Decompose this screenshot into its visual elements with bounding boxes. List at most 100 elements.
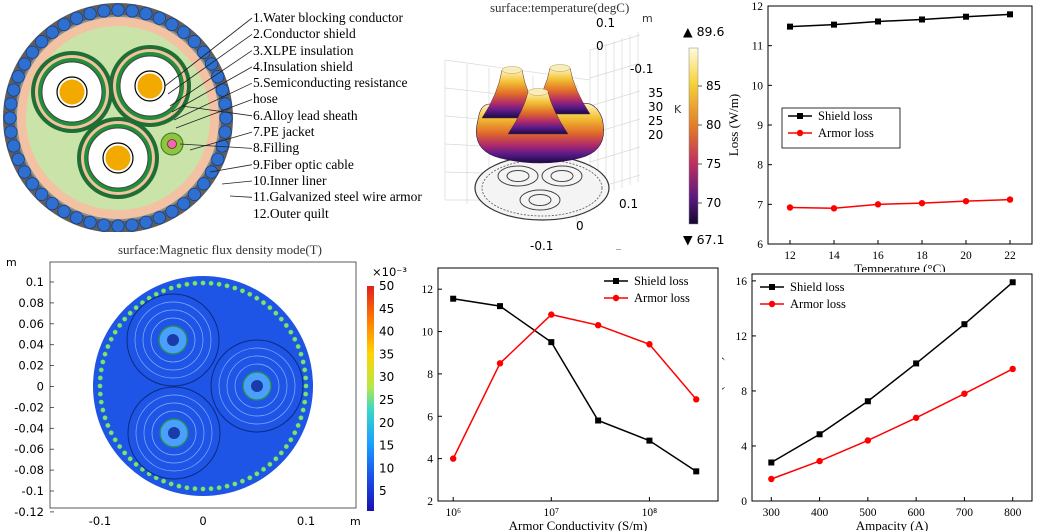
magnetic-colorbar-label: 50 <box>379 279 394 293</box>
armor-wire <box>45 197 59 211</box>
armor-wire <box>211 70 225 84</box>
magnetic-y-tick: 0.08 <box>18 296 44 310</box>
data-point-shield <box>595 417 602 424</box>
structure-label: 4.Insulation shield <box>253 58 353 74</box>
armor-wire <box>17 57 32 71</box>
data-point-armor <box>1006 196 1014 203</box>
legend-label: Armor loss <box>790 297 846 311</box>
series-line-armor <box>771 368 1014 480</box>
armor-wire <box>4 125 18 139</box>
y-tick-label: 11 <box>752 41 763 53</box>
magnetic-armor-wire <box>97 375 103 381</box>
magnetic-armor-wire <box>168 481 174 487</box>
magnetic-armor-wire <box>208 280 214 286</box>
y-tick-label: 4 <box>427 454 433 466</box>
magnetic-armor-wire <box>184 485 190 491</box>
temperature-loss-chart: 6 7 8 9 10 11 12 12 14 16 18 20 22 Temperature (°C) Lo… <box>722 0 1038 272</box>
magnetic-colorbar-label: 20 <box>379 416 394 430</box>
magnetic-title: surface:Magnetic flux density mode(T) <box>118 242 322 257</box>
magnetic-colorbar-label: 5 <box>379 484 387 498</box>
magnetic-armor-wire <box>133 305 139 311</box>
thermal-z-tick: 30 <box>648 100 663 114</box>
cable-structure-panel: 1.Water blocking conductor 2.Conductor sh… <box>0 0 430 232</box>
magnetic-x-unit: m <box>350 515 361 528</box>
data-point-armor <box>918 199 926 207</box>
magnetic-y-tick: 0.02 <box>18 359 44 373</box>
magnetic-armor-wire <box>117 322 123 329</box>
magnetic-armor-wire <box>112 437 118 443</box>
armor-wire <box>219 111 233 125</box>
magnetic-armor-wire <box>239 288 246 294</box>
magnetic-y-tick: 0.06 <box>18 317 44 331</box>
armor-wire <box>111 219 125 232</box>
thermal-x-tick: 0 <box>576 219 584 233</box>
data-point-shield <box>816 431 823 438</box>
armor-wire <box>187 187 201 201</box>
legend-marker <box>796 129 804 137</box>
armor-wire <box>197 177 211 191</box>
conductor <box>105 145 131 171</box>
x-tick-label: 14 <box>828 250 840 262</box>
x-tick-label: 10⁸ <box>642 507 658 519</box>
magnetic-armor-wire <box>288 329 294 335</box>
magnetic-axis-unit: m <box>6 256 17 269</box>
magnetic-field-line <box>150 317 196 363</box>
armor-wire <box>97 218 111 232</box>
x-tick-label: 300 <box>763 507 781 519</box>
magnetic-armor-wire <box>300 359 306 365</box>
magnetic-field-line <box>143 402 205 464</box>
magnetic-armor-wire <box>216 281 222 287</box>
legend-marker <box>768 300 776 308</box>
structure-label: 12.Outer quilt <box>253 205 329 221</box>
magnetic-armor-wire <box>283 322 289 329</box>
magnetic-armor-wire <box>160 288 167 294</box>
thermal-title: surface:temperature(degC) <box>490 0 630 15</box>
x-tick-label: 600 <box>908 507 926 519</box>
magnetic-panel: surface:Magnetic flux density mode(T) m 0… <box>0 236 430 531</box>
magnetic-core-outline <box>127 386 221 480</box>
armor-wire <box>125 4 139 18</box>
armor-wire <box>35 35 49 49</box>
magnetic-armor-wire <box>153 291 159 297</box>
thermal-colorbar-min: ▼ 67.1 <box>683 232 724 247</box>
armor-wire <box>152 211 166 225</box>
leader-line <box>179 143 253 149</box>
thermal-axis-unit-bottom: _ <box>615 240 622 250</box>
leader-line <box>189 131 253 151</box>
armor-wire <box>187 35 201 49</box>
leader-line <box>221 180 253 185</box>
x-tick-label: 700 <box>956 507 974 519</box>
armor-wire <box>25 45 39 59</box>
armor-wire <box>165 17 179 32</box>
data-point-armor <box>961 390 968 397</box>
magnetic-armor-wire <box>192 486 198 492</box>
magnetic-armor-wire <box>300 407 306 413</box>
y-tick-label: 8 <box>757 160 763 172</box>
y-tick-label: 8 <box>741 386 747 398</box>
magnetic-field-line <box>151 410 197 456</box>
magnetic-y-tick: -0.08 <box>14 463 44 477</box>
data-point-armor <box>786 204 794 211</box>
magnetic-armor-wire <box>224 483 230 489</box>
data-point-shield <box>1007 11 1013 18</box>
thermal-z-tick: 35 <box>648 86 663 100</box>
conductor <box>137 73 163 99</box>
magnetic-armor-wire <box>108 430 114 436</box>
data-point-armor <box>874 201 882 208</box>
magnetic-armor-wire <box>112 329 118 335</box>
thermal-colorbar-max: ▲ 89.6 <box>683 24 724 39</box>
thermal-y-tick: -0.1 <box>630 62 653 76</box>
magnetic-armor-wire <box>105 343 111 350</box>
thermal-y-tick: 0.1 <box>596 16 615 30</box>
y-tick-label: 12 <box>422 284 434 296</box>
legend-label: Armor loss <box>818 126 874 140</box>
structure-label: 10.Inner liner <box>253 172 327 188</box>
y-tick-label: 6 <box>757 239 763 251</box>
magnetic-armor-wire <box>108 336 114 342</box>
magnetic-y-tick: -0.04 <box>14 421 44 435</box>
armor-wire <box>165 204 179 219</box>
magnetic-armor-wire <box>160 478 167 484</box>
magnetic-armor-wire <box>295 343 301 350</box>
magnetic-armor-wire <box>127 310 133 316</box>
